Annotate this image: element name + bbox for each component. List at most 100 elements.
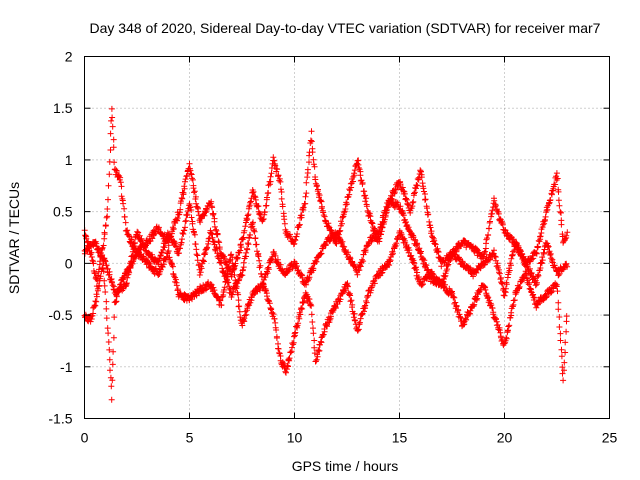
data-point <box>539 257 546 264</box>
data-point <box>312 257 319 264</box>
data-point <box>318 250 325 257</box>
axis-ticks <box>84 56 610 419</box>
data-point <box>211 223 218 230</box>
data-point <box>366 210 373 217</box>
data-point <box>558 353 565 360</box>
data-point <box>113 169 120 175</box>
data-point <box>186 200 193 207</box>
data-point <box>557 208 564 215</box>
data-point <box>521 256 528 263</box>
data-point <box>346 191 353 198</box>
data-point <box>501 340 508 347</box>
data-point <box>271 315 278 322</box>
x-axis-label: GPS time / hours <box>292 458 399 474</box>
data-point <box>449 290 456 297</box>
data-point <box>109 377 116 384</box>
data-point <box>231 272 238 278</box>
data-point <box>155 225 162 232</box>
data-point <box>296 222 303 229</box>
data-point <box>304 174 311 181</box>
data-point <box>240 259 247 266</box>
data-point <box>313 182 320 189</box>
data-point <box>302 200 309 207</box>
data-point <box>351 172 358 179</box>
data-point <box>555 306 562 313</box>
data-point <box>291 240 298 247</box>
data-point <box>170 225 177 232</box>
data-point <box>481 249 488 256</box>
data-point <box>108 105 115 112</box>
data-point <box>552 181 559 188</box>
data-point <box>101 231 108 238</box>
data-point <box>435 249 442 255</box>
data-point <box>359 256 365 263</box>
data-point <box>386 258 393 265</box>
data-point <box>355 164 362 171</box>
data-point <box>315 347 322 353</box>
data-point <box>456 256 463 263</box>
data-point <box>563 318 570 325</box>
data-point <box>563 328 570 335</box>
data-point <box>310 265 317 272</box>
data-point <box>303 190 310 197</box>
data-point <box>100 268 107 275</box>
data-point <box>308 302 315 309</box>
data-point <box>287 234 294 241</box>
data-point <box>261 208 268 215</box>
data-point <box>279 203 286 210</box>
data-point <box>240 266 246 273</box>
data-point <box>544 242 551 249</box>
data-point <box>155 224 162 231</box>
data-point <box>88 316 95 322</box>
data-point <box>389 197 396 203</box>
data-point <box>545 243 552 250</box>
data-point <box>234 280 241 287</box>
data-point <box>183 217 190 224</box>
data-point <box>102 289 109 295</box>
data-point <box>302 193 309 200</box>
data-point <box>126 269 133 276</box>
data-point <box>425 211 432 218</box>
data-point <box>382 210 389 217</box>
data-point <box>168 233 174 240</box>
data-point <box>321 213 328 220</box>
data-point <box>357 262 364 269</box>
data-point <box>251 228 258 235</box>
data-point <box>499 336 506 343</box>
data-point <box>107 147 114 153</box>
data-point <box>332 305 339 312</box>
data-point <box>221 284 228 291</box>
data-point <box>508 312 515 319</box>
data-point <box>257 262 264 269</box>
data-point <box>315 186 321 193</box>
data-point <box>348 184 355 191</box>
data-point <box>283 369 289 376</box>
data-point <box>93 293 100 300</box>
data-point <box>564 229 571 236</box>
data-point <box>561 367 567 374</box>
y-tick-label: 0 <box>65 255 73 271</box>
data-point <box>295 320 302 327</box>
data-point <box>427 224 434 231</box>
data-point <box>376 228 383 235</box>
data-point <box>100 242 107 249</box>
data-point <box>179 195 186 202</box>
data-point <box>191 188 198 195</box>
data-point <box>173 282 180 289</box>
data-point <box>183 212 190 219</box>
data-point <box>505 323 512 330</box>
data-point <box>310 330 317 337</box>
data-point <box>441 273 448 280</box>
data-point <box>362 192 369 199</box>
data-point <box>104 213 111 220</box>
data-point <box>556 314 563 320</box>
data-point <box>103 262 110 269</box>
data-point <box>164 249 171 256</box>
data-point <box>417 168 424 175</box>
data-point <box>296 315 303 322</box>
data-point <box>242 223 249 230</box>
data-point <box>323 322 330 329</box>
data-point <box>174 286 181 293</box>
data-point <box>413 266 420 273</box>
x-tick-label: 15 <box>392 430 408 446</box>
